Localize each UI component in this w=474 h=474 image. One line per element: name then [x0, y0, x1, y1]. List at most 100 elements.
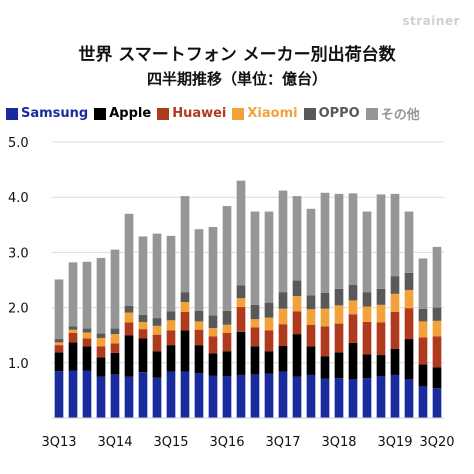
bar-segment	[166, 311, 176, 321]
bar-segment	[54, 279, 64, 340]
bar-segment	[334, 352, 344, 379]
bar-segment	[376, 376, 386, 418]
legend-label: Samsung	[21, 106, 89, 121]
bar-segment	[96, 357, 106, 377]
bar-segment	[306, 374, 316, 418]
bar-segment	[250, 304, 260, 320]
bar-segment	[390, 312, 400, 349]
watermark-logo: strainer	[402, 14, 460, 28]
bar-segment	[334, 305, 344, 324]
bar-segment	[264, 373, 274, 418]
bar-segment	[82, 332, 92, 339]
bar-segment	[236, 285, 246, 299]
bar-segment	[110, 343, 120, 353]
x-tick-label: 3Q14	[97, 435, 132, 450]
bar-segment	[432, 307, 442, 321]
bar-segment	[306, 295, 316, 310]
bar-segment	[110, 352, 120, 375]
bar-segment	[166, 371, 176, 418]
bar-segment	[138, 321, 148, 330]
bar-segment	[68, 326, 78, 330]
bar-segment	[264, 351, 274, 374]
bar-segment	[250, 211, 260, 305]
bar-segment	[418, 337, 428, 365]
legend-item: OPPO	[303, 106, 360, 121]
bar-segment	[376, 322, 386, 356]
y-tick-label: 4.0	[8, 191, 29, 206]
bar-segment	[418, 364, 428, 386]
bar-segment	[194, 321, 204, 330]
bar-segment	[278, 324, 288, 346]
bar-segment	[208, 315, 218, 329]
bar-segment	[250, 319, 260, 328]
bar-segment	[208, 227, 218, 316]
chart-legend: Samsung Apple Huawei Xiaomi OPPO その他	[6, 104, 474, 123]
bar-segment	[236, 374, 246, 418]
bar-segment	[376, 194, 386, 289]
bar-segment	[334, 193, 344, 289]
legend-swatch	[6, 107, 18, 120]
y-tick-label: 1.0	[8, 357, 29, 372]
bar-segment	[362, 211, 372, 293]
bar-segment	[124, 335, 134, 377]
bar-segment	[376, 288, 386, 305]
bar-segment	[180, 312, 190, 331]
bar-segment	[320, 356, 330, 379]
chart-subtitle: 四半期推移（単位：億台）	[146, 70, 327, 88]
bar-segment	[432, 320, 442, 337]
bar-segment	[264, 302, 274, 318]
bar-segment	[250, 374, 260, 418]
legend-swatch	[94, 107, 107, 120]
bar-segment	[306, 208, 316, 296]
bar-segment	[222, 376, 232, 418]
bar-segment	[124, 322, 134, 336]
bar-segment	[124, 213, 134, 306]
bar-segment	[82, 261, 92, 329]
bar-segment	[404, 379, 414, 418]
bar-segment	[404, 272, 414, 290]
bar-segment	[320, 308, 330, 327]
x-tick-label: 3Q15	[153, 435, 188, 450]
x-tick-label: 3Q18	[321, 435, 356, 450]
legend-label: OPPO	[318, 106, 360, 121]
bar-segment	[250, 346, 260, 375]
bar-segment	[348, 314, 358, 343]
bar-segment	[180, 196, 190, 293]
bar-segment	[194, 310, 204, 322]
bar-segment	[278, 371, 288, 418]
bar-segment	[152, 233, 162, 319]
legend-item: Huawei	[157, 106, 226, 121]
bar-segment	[208, 353, 218, 376]
legend-swatch	[157, 107, 170, 120]
bar-segment	[194, 345, 204, 374]
bar-segment	[292, 334, 302, 377]
bar-segment	[222, 324, 232, 333]
bar-segment	[362, 292, 372, 307]
bar-segment	[138, 314, 148, 322]
bar-segment	[96, 346, 106, 358]
bar-segment	[376, 355, 386, 377]
bar-segment	[292, 280, 302, 297]
bar-segment	[110, 334, 120, 344]
bar-segment	[96, 337, 106, 347]
bar-segment	[390, 349, 400, 375]
bar-segment	[82, 338, 92, 347]
bar-segment	[306, 324, 316, 347]
bar-segment	[152, 325, 162, 335]
bar-segment	[68, 342, 78, 371]
bar-segment	[362, 354, 372, 379]
bar-segment	[390, 293, 400, 313]
bar-segment	[278, 308, 288, 325]
bar-segment	[222, 332, 232, 352]
legend-item: Xiaomi	[232, 106, 298, 121]
bar-segment	[110, 328, 120, 335]
bar-segment	[404, 211, 414, 273]
x-tick-label: 3Q17	[265, 435, 300, 450]
legend-label: Xiaomi	[247, 106, 298, 121]
bar-segment	[124, 312, 134, 323]
x-tick-label: 3Q20	[419, 435, 454, 450]
bar-segment	[292, 311, 302, 335]
bar-segment	[334, 323, 344, 353]
bar-segment	[390, 374, 400, 418]
